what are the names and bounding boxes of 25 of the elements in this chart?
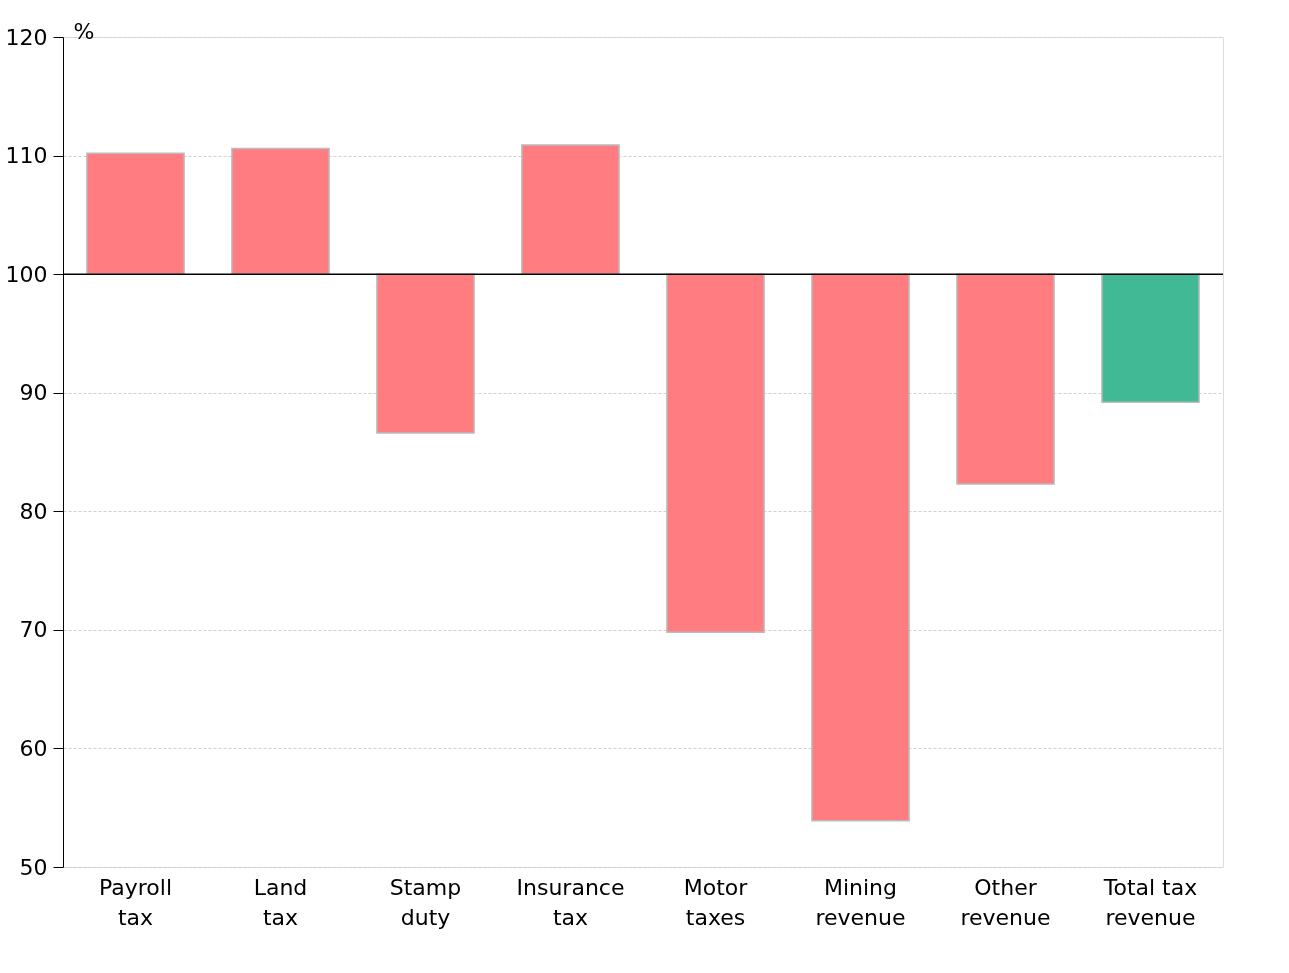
x-tick-label: Total tax revenue xyxy=(1102,874,1198,930)
x-tick-label: Other revenue xyxy=(960,874,1051,930)
y-tick-label: 50 xyxy=(19,854,48,880)
bar xyxy=(521,144,620,275)
x-tick-label: Mining revenue xyxy=(815,874,906,930)
x-tick-label: Motor taxes xyxy=(683,874,749,930)
bar xyxy=(956,273,1055,485)
y-tick-label: 70 xyxy=(19,617,48,643)
bar xyxy=(86,152,185,275)
bar xyxy=(231,147,330,275)
y-axis-title: % xyxy=(73,18,95,44)
bar xyxy=(1101,273,1200,403)
x-tick-label: Payroll tax xyxy=(98,874,173,930)
y-tick-label: 60 xyxy=(19,735,48,761)
bar xyxy=(811,273,910,822)
y-tick-label: 90 xyxy=(19,380,48,406)
y-tick-label: 110 xyxy=(5,143,48,169)
y-tick-label: 80 xyxy=(19,498,48,524)
x-tick-label: Land tax xyxy=(253,874,308,930)
bar xyxy=(376,273,475,434)
x-tick-label: Stamp duty xyxy=(389,874,462,930)
y-tick-label: 100 xyxy=(5,261,48,287)
bar xyxy=(666,273,765,633)
y-tick-label: 120 xyxy=(5,24,48,50)
x-tick-label: Insurance tax xyxy=(516,874,625,930)
